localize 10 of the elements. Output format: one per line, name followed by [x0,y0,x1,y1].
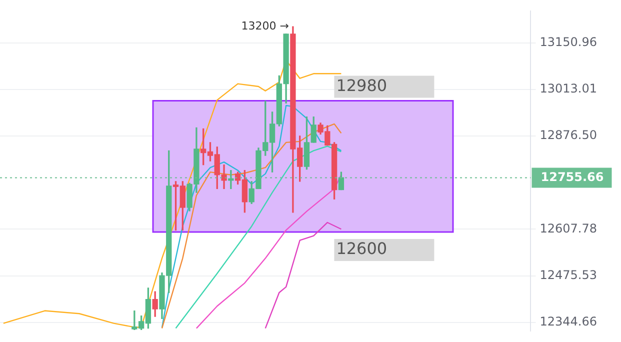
y-tick-label: 12344.66 [540,314,598,328]
annotation: 12980 [336,76,388,95]
y-tick-label: 12876.50 [540,128,598,142]
y-tick-label: 13150.96 [540,35,598,50]
y-tick-label: 13013.01 [540,82,598,96]
annotation: 13200 → [241,19,289,32]
annotation: 12600 [336,239,388,258]
ref-line-label: 12755.66 [540,170,604,184]
y-tick-label: 12475.53 [540,268,598,282]
y-tick-label: 12607.78 [540,221,598,236]
